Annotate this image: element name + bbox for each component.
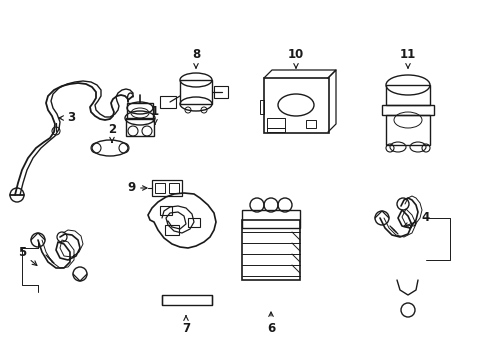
Bar	[381, 105, 433, 115]
Bar	[305, 120, 315, 128]
Bar	[162, 295, 212, 305]
Text: 2: 2	[108, 123, 116, 142]
Bar	[214, 86, 227, 98]
Bar	[266, 128, 285, 132]
Bar	[169, 183, 179, 193]
Text: 6: 6	[266, 312, 275, 334]
Bar	[260, 100, 264, 114]
Text: 1: 1	[151, 105, 159, 124]
Text: 3: 3	[59, 112, 75, 125]
Bar	[152, 180, 182, 196]
Bar	[160, 206, 172, 215]
Bar	[385, 115, 429, 145]
Bar	[187, 218, 200, 227]
Text: 9: 9	[126, 181, 147, 194]
Bar	[242, 210, 299, 228]
Bar	[127, 103, 153, 119]
Bar	[180, 80, 212, 104]
Bar	[266, 118, 285, 128]
Text: 4: 4	[403, 211, 429, 227]
Bar	[155, 183, 164, 193]
Text: 11: 11	[399, 49, 415, 68]
Bar	[242, 220, 299, 280]
Bar	[160, 96, 176, 108]
Text: 7: 7	[182, 316, 190, 334]
Text: 10: 10	[287, 49, 304, 68]
Bar	[385, 85, 429, 105]
Text: 8: 8	[191, 49, 200, 68]
Bar	[126, 118, 154, 136]
Bar	[264, 78, 328, 133]
Bar	[164, 225, 179, 235]
Text: 5: 5	[18, 247, 37, 265]
